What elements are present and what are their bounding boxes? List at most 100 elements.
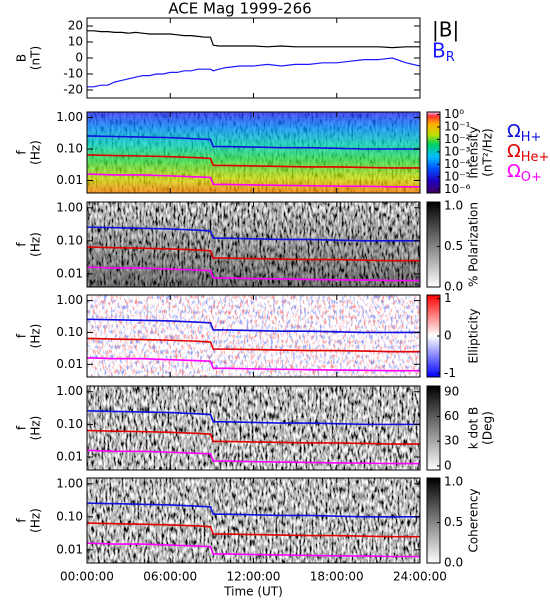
y-axis-label: f xyxy=(15,242,29,247)
y-tick-label: 0.10 xyxy=(56,233,83,247)
y-tick-label: 0 xyxy=(75,51,83,65)
chart-title: ACE Mag 1999-266 xyxy=(168,0,311,18)
series-line xyxy=(87,449,420,465)
spectrogram xyxy=(87,386,420,470)
frame xyxy=(86,17,421,99)
legend-subscript: R xyxy=(446,50,455,65)
series-line xyxy=(87,522,420,538)
y-axis-label: (Hz) xyxy=(29,508,43,533)
legend-label: BR xyxy=(432,39,455,65)
colorbar-tick-label: 1.0 xyxy=(444,475,463,489)
y-axis-label: (Hz) xyxy=(29,232,43,257)
y-tick-label: 1.00 xyxy=(56,293,83,307)
colorbar-tick-label: 0.5 xyxy=(444,239,463,253)
x-tick-label: 18:00:00 xyxy=(310,570,364,584)
series-line xyxy=(87,246,420,262)
y-tick-label: 0.01 xyxy=(56,542,83,556)
series-line xyxy=(87,226,420,242)
y-tick-label: 1.00 xyxy=(56,200,83,214)
legend-label: ΩO+ xyxy=(507,161,542,185)
plot-area xyxy=(87,30,420,88)
x-tick-label: 12:00:00 xyxy=(227,570,281,584)
legend-subscript: He+ xyxy=(521,150,550,165)
y-axis-label: (Hz) xyxy=(29,416,43,441)
colorbar xyxy=(426,385,441,471)
y-axis-label: (Hz) xyxy=(29,324,43,349)
colorbar-tick-label: 30 xyxy=(444,434,459,448)
series-line xyxy=(87,173,420,188)
colorbar-tick-label: 0.0 xyxy=(444,280,463,294)
colorbar-label: k dot B xyxy=(467,407,481,449)
y-tick-label: 20 xyxy=(68,19,83,33)
x-tick-label: 24:00:00 xyxy=(393,570,447,584)
series-line xyxy=(87,57,420,88)
plot-area xyxy=(87,202,420,287)
y-tick-label: 0.01 xyxy=(56,357,83,371)
colorbar xyxy=(426,477,441,564)
series-line xyxy=(87,135,420,150)
y-tick-label: -20 xyxy=(63,83,83,97)
y-axis-label: f xyxy=(15,518,29,523)
series-line xyxy=(87,357,420,372)
colorbar-tick-label: 10⁻⁴ xyxy=(444,157,471,171)
series-line xyxy=(87,542,420,558)
colorbar-tick-label: 0 xyxy=(444,458,452,472)
y-tick-label: 0.10 xyxy=(56,509,83,523)
legend-subscript: O+ xyxy=(521,170,542,185)
spectrogram-blue xyxy=(87,295,420,377)
x-tick-label: 06:00:00 xyxy=(143,570,197,584)
colorbar-label: Coherency xyxy=(467,488,481,552)
x-tick-label: 00:00:00 xyxy=(60,570,114,584)
legend-label: |B| xyxy=(432,18,459,42)
plot-area xyxy=(87,295,420,377)
colorbar-tick-label: 10⁻² xyxy=(444,132,471,146)
series-line xyxy=(87,429,420,445)
series-line xyxy=(87,410,420,426)
spectrogram xyxy=(87,478,420,563)
colorbar-tick-label: 10⁻⁶ xyxy=(444,182,471,196)
y-axis-label: f xyxy=(15,150,29,155)
colorbar-tick-label: 10⁻³ xyxy=(444,144,471,158)
y-tick-label: 0.01 xyxy=(56,173,83,187)
colorbar-label: Intensity xyxy=(467,126,481,178)
y-tick-label: -10 xyxy=(63,67,83,81)
y-axis-label: (Hz) xyxy=(29,140,43,165)
colorbar-tick-label: -1 xyxy=(444,366,456,380)
colorbar-tick-label: 1 xyxy=(444,291,452,305)
series-line xyxy=(87,337,420,353)
y-axis-label: B xyxy=(15,54,29,62)
colorbar-tick-label: 0.5 xyxy=(444,515,463,529)
x-axis-label: Time (UT) xyxy=(223,585,283,599)
series-line xyxy=(87,318,420,334)
spectrogram-texture xyxy=(87,112,420,193)
y-tick-label: 1.00 xyxy=(56,476,83,490)
colorbar-tick-label: 0.0 xyxy=(444,556,463,570)
colorbar xyxy=(426,201,441,288)
y-tick-label: 0.01 xyxy=(56,266,83,280)
colorbar-tick-label: 0 xyxy=(444,329,452,343)
y-axis-label: (nT) xyxy=(29,46,43,70)
colorbar-label: (Deg) xyxy=(481,411,495,445)
colorbar-tick-label: 10⁻⁵ xyxy=(444,169,471,183)
colorbar-tick-label: 60 xyxy=(444,409,459,423)
colorbar-tick-label: 1.0 xyxy=(444,199,463,213)
plot-area xyxy=(87,478,420,563)
y-tick-label: 10 xyxy=(68,35,83,49)
series-line xyxy=(87,154,420,169)
y-tick-label: 1.00 xyxy=(56,110,83,124)
series-line xyxy=(87,266,420,282)
y-tick-label: 0.01 xyxy=(56,450,83,464)
plot-area xyxy=(87,112,420,193)
series-line xyxy=(87,502,420,518)
colorbar xyxy=(426,111,441,194)
colorbar-label: % Polarization xyxy=(467,202,481,287)
y-tick-label: 0.10 xyxy=(56,325,83,339)
y-tick-label: 0.10 xyxy=(56,142,83,156)
y-axis-label: f xyxy=(15,425,29,430)
y-tick-label: 0.10 xyxy=(56,417,83,431)
spectrogram-shade xyxy=(87,202,420,287)
colorbar-label: Ellipticity xyxy=(467,309,481,364)
plot-area xyxy=(87,386,420,470)
colorbar-tick-label: 10⁰ xyxy=(444,107,464,121)
